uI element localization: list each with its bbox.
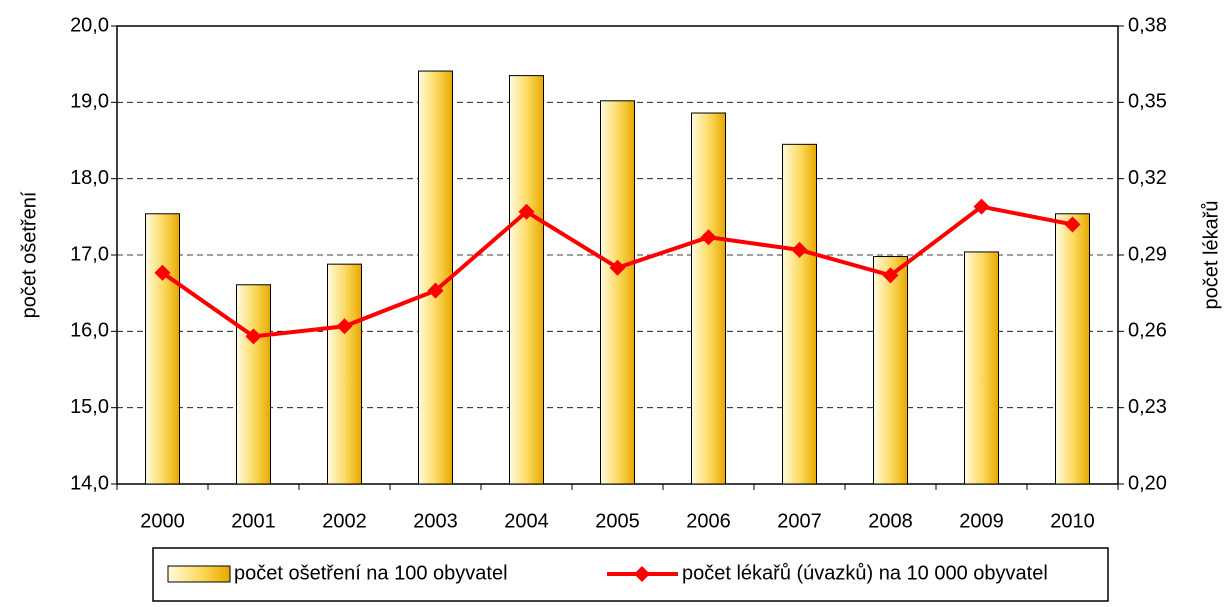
bar (691, 112, 726, 485)
bar (145, 213, 180, 485)
marker (791, 241, 808, 258)
x-tick-label: 2007 (777, 510, 822, 532)
marker (518, 203, 535, 220)
marker (609, 259, 626, 276)
bar (327, 263, 362, 485)
x-tick-label: 2000 (140, 510, 185, 532)
x-tick-label: 2001 (231, 510, 276, 532)
marker (973, 198, 990, 215)
x-tick-label: 2003 (413, 510, 458, 532)
x-tick-label: 2008 (868, 510, 913, 532)
x-tick-label: 2002 (322, 510, 367, 532)
bar (782, 143, 817, 485)
legend-marker (634, 566, 650, 582)
marker (336, 318, 353, 335)
y-tick-label: 17,0 (70, 243, 109, 265)
y2-tick-label: 0,32 (1128, 167, 1167, 189)
marker (700, 229, 717, 246)
y-tick-label: 14,0 (70, 472, 109, 494)
marker (882, 267, 899, 284)
y-tick-label: 20,0 (70, 14, 109, 36)
bar (600, 100, 635, 485)
x-tick-label: 2006 (686, 510, 731, 532)
legend-box (152, 547, 1109, 602)
bar (964, 251, 999, 485)
marker (1064, 216, 1081, 233)
legend-label: počet ošetření na 100 obyvatel (234, 562, 508, 584)
y-tick-label: 18,0 (70, 167, 109, 189)
y2-tick-label: 0,29 (1128, 243, 1167, 265)
x-tick-label: 2009 (959, 510, 1004, 532)
marker (427, 282, 444, 299)
legend-label: počet lékařů (úvazků) na 10 000 obyvatel (682, 562, 1048, 584)
y2-axis-title: počet lékařů (1200, 201, 1222, 310)
y-axis-title: počet ošetření (18, 191, 40, 318)
marker (154, 264, 171, 281)
y-tick-label: 16,0 (70, 320, 109, 342)
y2-tick-label: 0,23 (1128, 396, 1167, 418)
marker (245, 328, 262, 345)
x-tick-label: 2010 (1050, 510, 1095, 532)
legend-swatch (167, 565, 231, 583)
x-tick-label: 2005 (595, 510, 640, 532)
y2-tick-label: 0,38 (1128, 14, 1167, 36)
y2-tick-label: 0,20 (1128, 472, 1167, 494)
y2-tick-label: 0,35 (1128, 91, 1167, 113)
y-tick-label: 19,0 (70, 91, 109, 113)
bar (1055, 213, 1090, 485)
bar (873, 256, 908, 485)
bar (236, 284, 271, 485)
x-tick-label: 2004 (504, 510, 549, 532)
bar (509, 75, 544, 485)
bar (418, 70, 453, 485)
y-tick-label: 15,0 (70, 396, 109, 418)
y2-tick-label: 0,26 (1128, 320, 1167, 342)
